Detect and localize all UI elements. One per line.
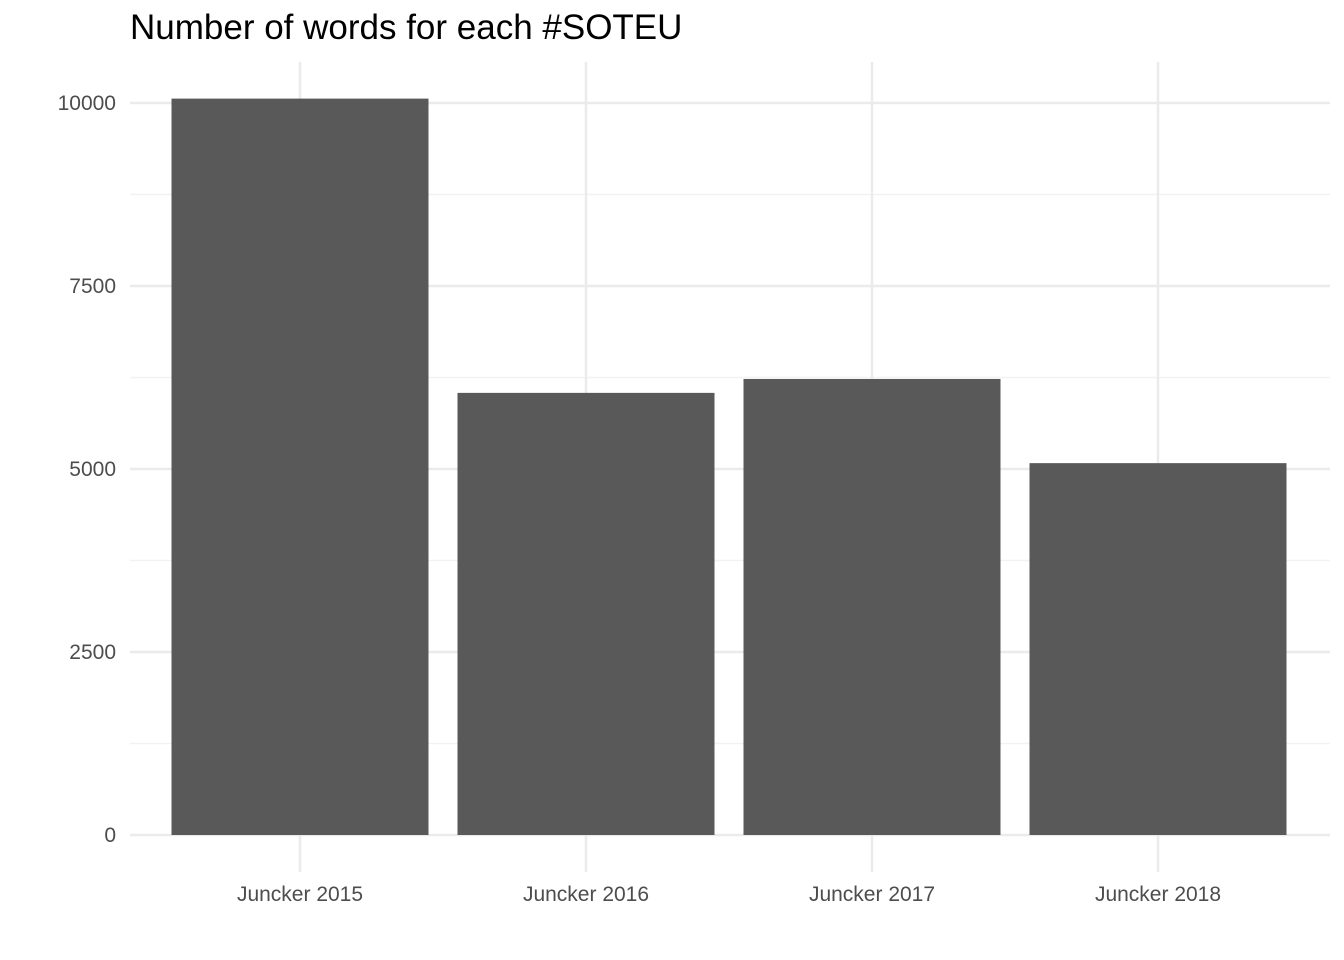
y-tick-label: 7500: [69, 275, 116, 298]
y-tick-label: 5000: [69, 458, 116, 481]
bar-juncker-2015: [171, 98, 429, 835]
x-tick-label: Juncker 2017: [809, 883, 935, 906]
bar-juncker-2017: [743, 378, 1001, 835]
bar-juncker-2016: [457, 392, 715, 835]
x-axis-ticks: Juncker 2015 Juncker 2016 Juncker 2017 Junc…: [237, 883, 1221, 906]
bar-layer: [171, 98, 1287, 835]
chart-title: Number of words for each #SOTEU: [130, 8, 683, 47]
bar-juncker-2018: [1029, 463, 1287, 835]
y-axis-ticks: 0 2500 5000 7500 10000: [58, 92, 116, 847]
x-tick-label: Juncker 2016: [523, 883, 649, 906]
y-tick-label: 2500: [69, 641, 116, 664]
y-tick-label: 10000: [58, 92, 116, 115]
x-tick-label: Juncker 2015: [237, 883, 363, 906]
x-tick-label: Juncker 2018: [1095, 883, 1221, 906]
y-tick-label: 0: [104, 824, 116, 847]
